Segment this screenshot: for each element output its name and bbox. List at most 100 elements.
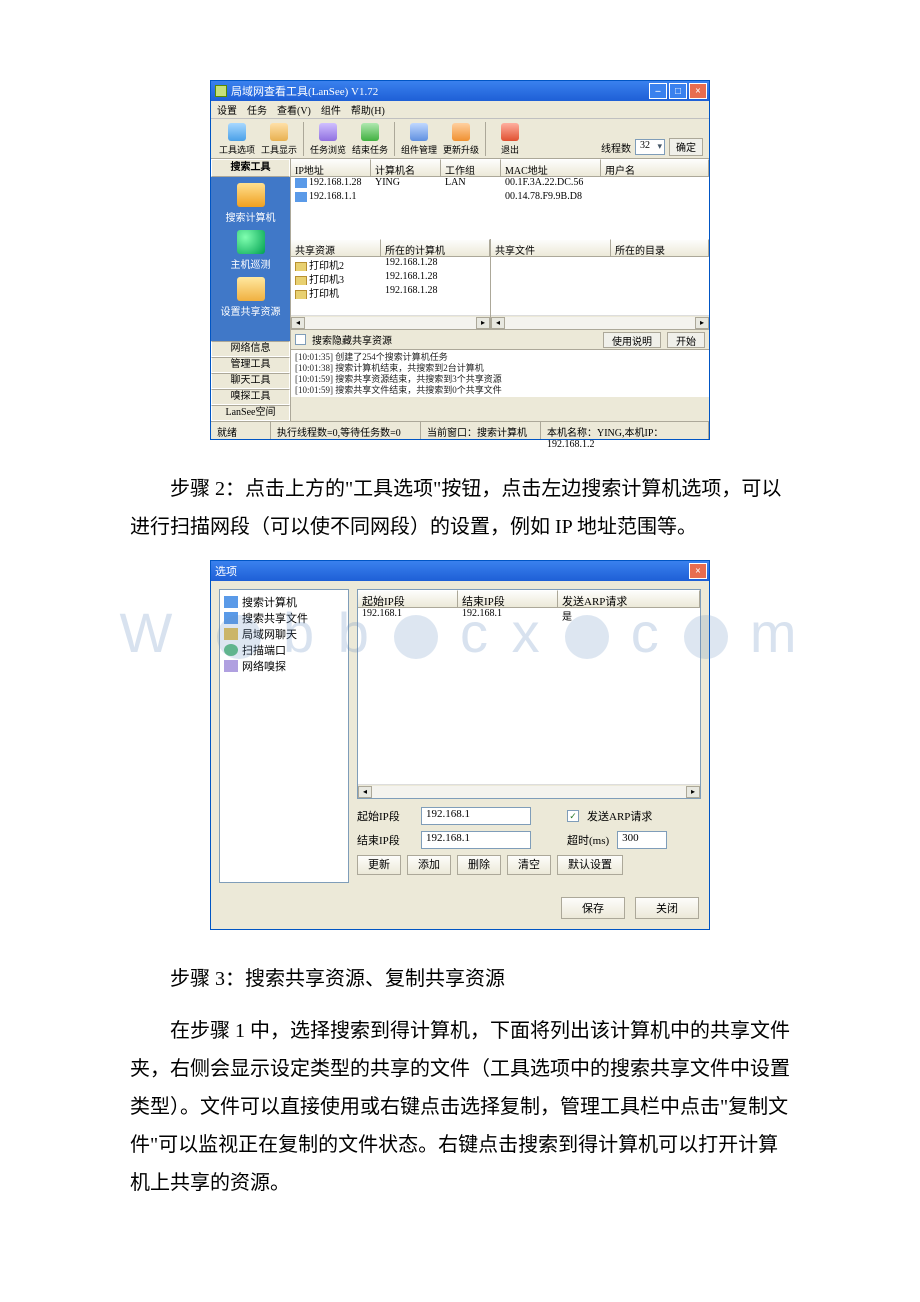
save-button[interactable]: 保存 xyxy=(561,897,625,919)
confirm-button[interactable]: 确定 xyxy=(669,138,703,156)
start-ip-label: 起始IP段 xyxy=(357,808,413,824)
exit-button[interactable]: 退出 xyxy=(490,123,530,156)
col-mac[interactable]: MAC地址 xyxy=(501,159,601,176)
update-button[interactable]: 更新 xyxy=(357,855,401,875)
menubar: 设置 任务 查看(V) 组件 帮助(H) xyxy=(211,101,709,119)
col-workgroup[interactable]: 工作组 xyxy=(441,159,501,176)
timeout-input[interactable]: 300 xyxy=(617,831,667,849)
menu-view[interactable]: 查看(V) xyxy=(277,102,311,117)
dlg-cat-search-pc[interactable]: 搜索计算机 xyxy=(224,594,344,610)
thread-label: 线程数 xyxy=(601,140,631,155)
tool-display-button[interactable]: 工具显示 xyxy=(259,123,299,156)
table-row[interactable]: 192.168.1 192.168.1 是 xyxy=(358,608,700,622)
update-button[interactable]: 更新升级 xyxy=(441,123,481,156)
table-row[interactable]: 192.168.1.28 YING LAN 00.1F.3A.22.DC.56 xyxy=(291,177,709,191)
menu-tasks[interactable]: 任务 xyxy=(247,102,267,117)
search-options-row: 搜索隐藏共享资源 使用说明 开始 xyxy=(291,329,709,349)
log-line: [10:01:35] 创建了254个搜索计算机任务 xyxy=(295,352,705,363)
scrollbar[interactable]: ◂▸ xyxy=(291,315,490,329)
window-title: 局域网查看工具(LanSee) V1.72 xyxy=(231,83,649,99)
sidebar-item-netinfo[interactable]: 网络信息 xyxy=(211,341,290,357)
shares-area: 共享资源 所在的计算机 打印机2192.168.1.28 打印机3192.168… xyxy=(291,239,709,329)
add-button[interactable]: 添加 xyxy=(407,855,451,875)
sidebar-item-admin[interactable]: 管理工具 xyxy=(211,357,290,373)
col-arp[interactable]: 发送ARP请求 xyxy=(558,590,700,607)
menu-settings[interactable]: 设置 xyxy=(217,102,237,117)
sniff-icon xyxy=(224,660,238,672)
default-button[interactable]: 默认设置 xyxy=(557,855,623,875)
arp-checkbox[interactable]: ✓ xyxy=(567,810,579,822)
menu-components[interactable]: 组件 xyxy=(321,102,341,117)
printer-icon xyxy=(295,276,307,285)
sidebar-item-chat[interactable]: 聊天工具 xyxy=(211,373,290,389)
start-button[interactable]: 开始 xyxy=(667,332,705,348)
log-line: [10:01:38] 搜索计算机结束，共搜索到2台计算机 xyxy=(295,363,705,374)
table-row[interactable]: 打印机192.168.1.28 xyxy=(291,285,490,299)
end-task-button[interactable]: 结束任务 xyxy=(350,123,390,156)
start-ip-input[interactable]: 192.168.1 xyxy=(421,807,531,825)
tool-options-button[interactable]: 工具选项 xyxy=(217,123,257,156)
status-tasks: 执行线程数=0,等待任务数=0 xyxy=(271,422,421,439)
maximize-button[interactable]: □ xyxy=(669,83,687,99)
col-ip[interactable]: IP地址 xyxy=(291,159,371,176)
table-row[interactable]: 打印机2192.168.1.28 xyxy=(291,257,490,271)
thread-count-input[interactable]: 32 xyxy=(635,139,665,155)
task-browse-button[interactable]: 任务浏览 xyxy=(308,123,348,156)
file-icon xyxy=(224,612,238,624)
sidebar-item-search-pc[interactable]: 搜索计算机 xyxy=(226,183,276,224)
sidebar-item-share-res[interactable]: 设置共享资源 xyxy=(221,277,281,318)
col-share-file[interactable]: 共享文件 xyxy=(491,239,611,256)
help-button[interactable]: 使用说明 xyxy=(603,332,661,348)
dlg-cat-scan-port[interactable]: 扫描端口 xyxy=(224,642,344,658)
dlg-cat-search-file[interactable]: 搜索共享文件 xyxy=(224,610,344,626)
hidden-share-label: 搜索隐藏共享资源 xyxy=(312,332,392,347)
arp-label: 发送ARP请求 xyxy=(587,808,652,824)
dlg-titlebar[interactable]: 选项 × xyxy=(211,561,709,581)
log-panel: [10:01:35] 创建了254个搜索计算机任务 [10:01:38] 搜索计… xyxy=(291,349,709,397)
col-end-ip[interactable]: 结束IP段 xyxy=(458,590,558,607)
col-share-res[interactable]: 共享资源 xyxy=(291,239,381,256)
titlebar[interactable]: 局域网查看工具(LanSee) V1.72 – □ × xyxy=(211,81,709,101)
end-ip-input[interactable]: 192.168.1 xyxy=(421,831,531,849)
col-user[interactable]: 用户名 xyxy=(601,159,709,176)
component-mgr-button[interactable]: 组件管理 xyxy=(399,123,439,156)
col-name[interactable]: 计算机名 xyxy=(371,159,441,176)
end-ip-label: 结束IP段 xyxy=(357,832,413,848)
hidden-share-checkbox[interactable] xyxy=(295,334,306,345)
col-start-ip[interactable]: 起始IP段 xyxy=(358,590,458,607)
col-share-pc[interactable]: 所在的计算机 xyxy=(381,239,490,256)
computer-icon xyxy=(295,178,307,188)
close-button[interactable]: × xyxy=(689,83,707,99)
close-button[interactable]: 关闭 xyxy=(635,897,699,919)
step3-text: 在步骤 1 中，选择搜索到得计算机，下面将列出该计算机中的共享文件夹，右侧会显示… xyxy=(0,1012,920,1202)
statusbar: 就绪 执行线程数=0,等待任务数=0 当前窗口：搜索计算机 本机名称：YING,… xyxy=(211,421,709,439)
log-line: [10:01:59] 搜索共享文件结束，共搜索到0个共享文件 xyxy=(295,385,705,396)
status-ready: 就绪 xyxy=(211,422,271,439)
toolbar: 工具选项 工具显示 任务浏览 结束任务 组件管理 更新升级 退出 线程数 32 … xyxy=(211,119,709,159)
dlg-title: 选项 xyxy=(215,563,689,579)
status-window: 当前窗口：搜索计算机 xyxy=(421,422,541,439)
dlg-cat-sniff[interactable]: 网络嗅探 xyxy=(224,658,344,674)
col-share-dir[interactable]: 所在的目录 xyxy=(611,239,709,256)
computer-icon xyxy=(224,596,238,608)
minimize-button[interactable]: – xyxy=(649,83,667,99)
menu-help[interactable]: 帮助(H) xyxy=(351,102,385,117)
table-row[interactable]: 打印机3192.168.1.28 xyxy=(291,271,490,285)
timeout-label: 超时(ms) xyxy=(567,832,609,848)
step2-text: 步骤 2：点击上方的"工具选项"按钮，点击左边搜索计算机选项，可以进行扫描网段（… xyxy=(0,470,920,546)
dlg-category-list: 搜索计算机 搜索共享文件 局域网聊天 扫描端口 网络嗅探 xyxy=(219,589,349,883)
sidebar-item-space[interactable]: LanSee空间 xyxy=(211,405,290,421)
sidebar-item-sniff[interactable]: 嗅探工具 xyxy=(211,389,290,405)
sidebar-head-search[interactable]: 搜索工具 xyxy=(211,159,290,177)
dlg-cat-chat[interactable]: 局域网聊天 xyxy=(224,626,344,642)
printer-icon xyxy=(295,290,307,299)
clear-button[interactable]: 清空 xyxy=(507,855,551,875)
scrollbar[interactable]: ◂▸ xyxy=(491,315,709,329)
lansee-window: 局域网查看工具(LanSee) V1.72 – □ × 设置 任务 查看(V) … xyxy=(210,80,710,440)
sidebar-item-host-probe[interactable]: 主机巡测 xyxy=(231,230,271,271)
dlg-close-button[interactable]: × xyxy=(689,563,707,579)
scrollbar[interactable]: ◂▸ xyxy=(358,784,700,798)
printer-icon xyxy=(295,262,307,271)
delete-button[interactable]: 删除 xyxy=(457,855,501,875)
table-row[interactable]: 192.168.1.1 00.14.78.F9.9B.D8 xyxy=(291,191,709,205)
